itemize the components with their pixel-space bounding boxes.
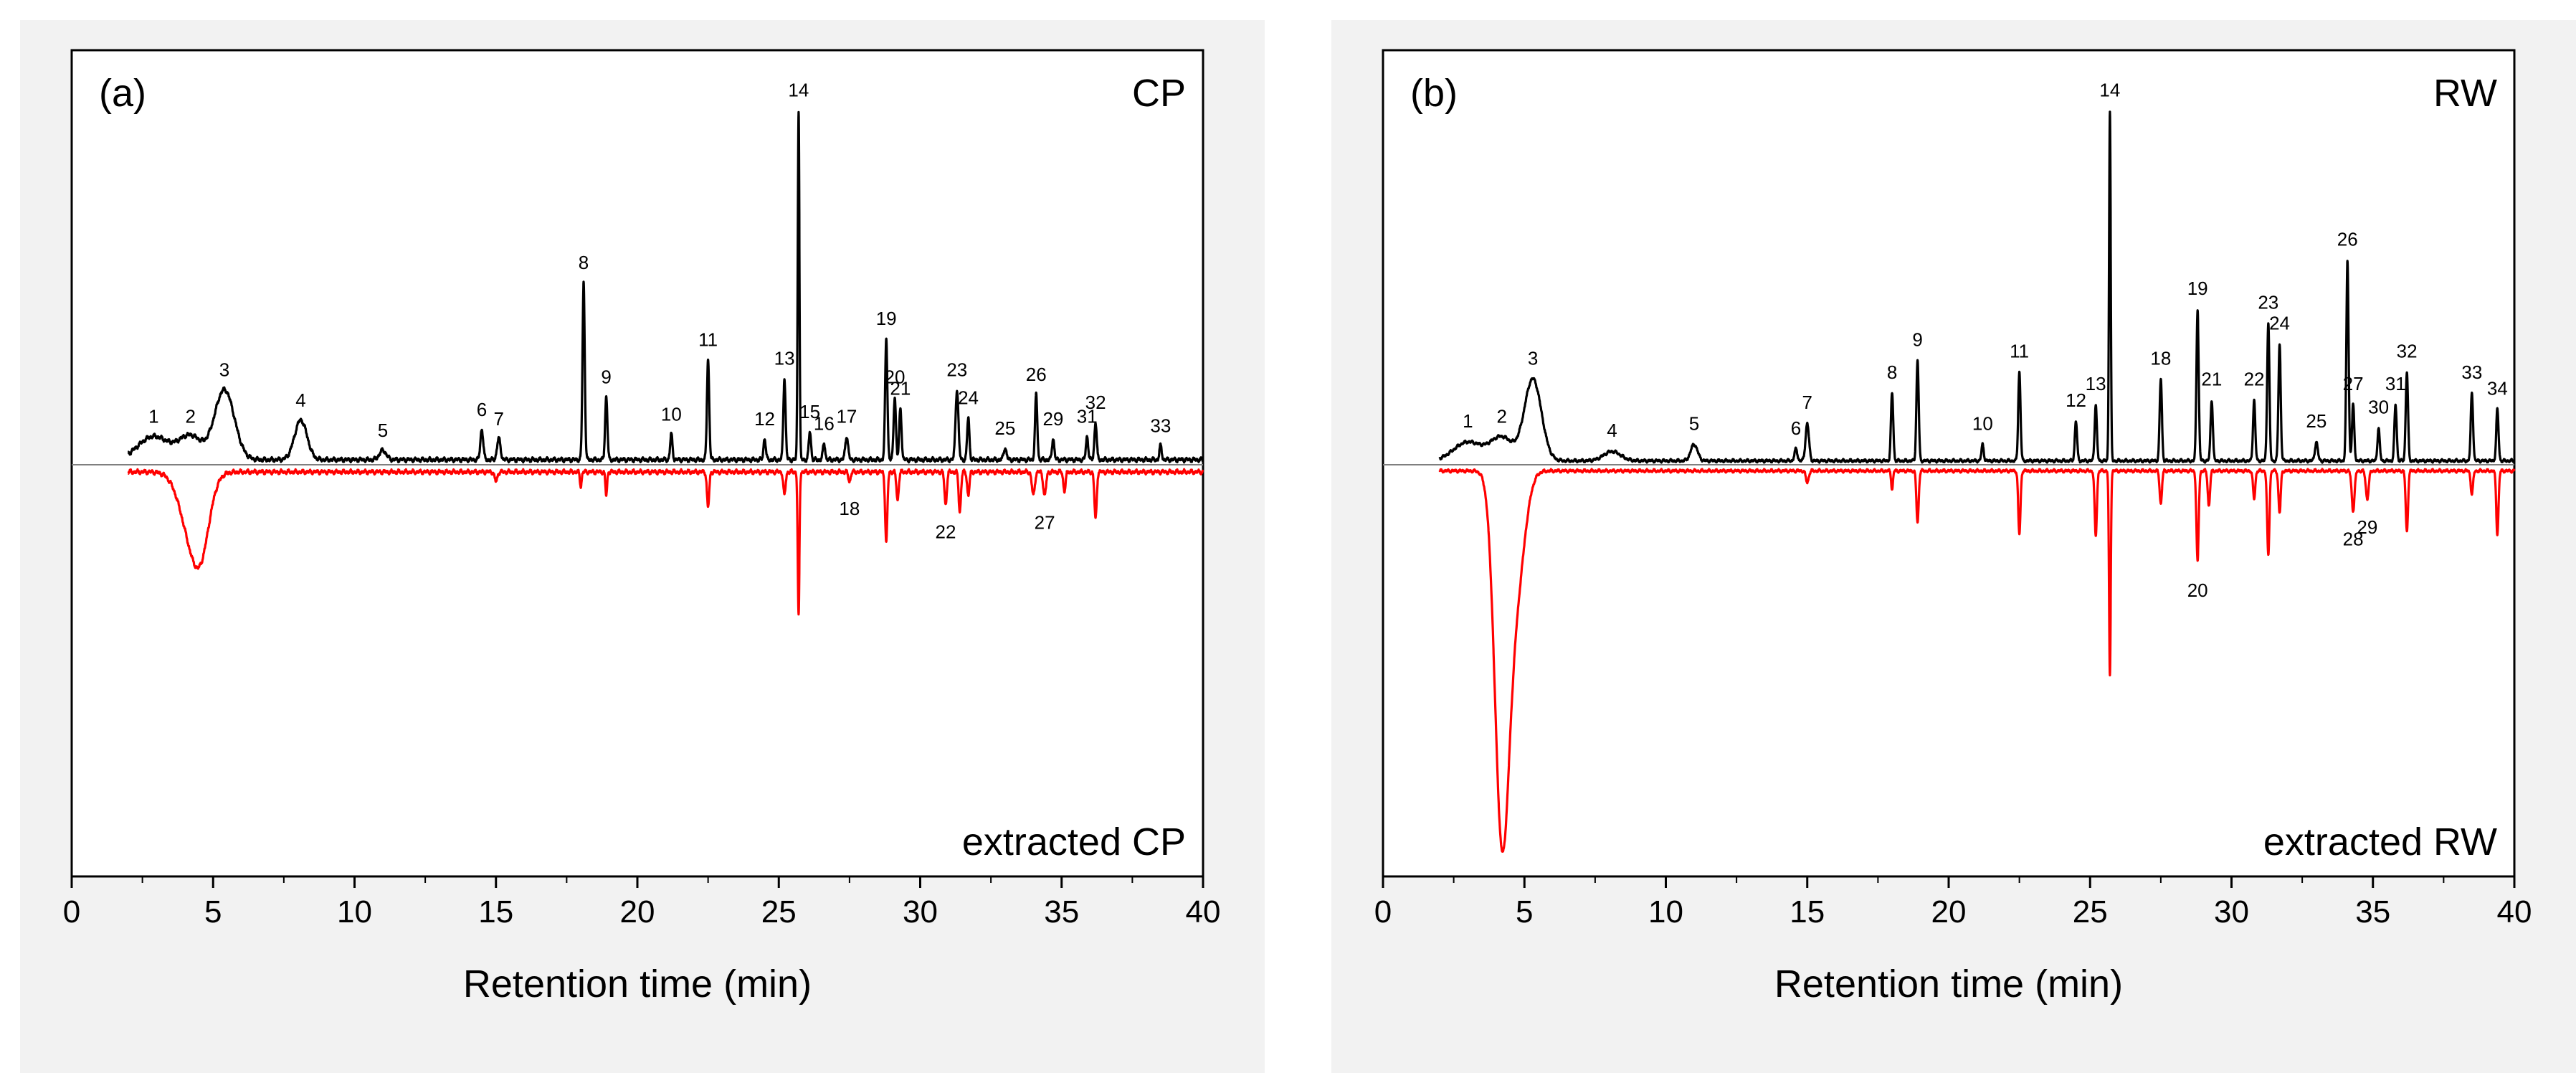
sample-peak-label: 21 xyxy=(2201,369,2222,390)
sample-peak-label: 1 xyxy=(148,406,158,427)
extracted-label: extracted RW xyxy=(2263,820,2497,864)
sample-peak-label: 8 xyxy=(1887,361,1897,383)
plot-frame xyxy=(70,49,1204,878)
x-tick-label: 10 xyxy=(1648,894,1683,929)
sample-peak-label: 6 xyxy=(1791,417,1801,439)
sample-peak-label: 31 xyxy=(2385,373,2406,394)
sample-peak-label: 4 xyxy=(1607,420,1617,441)
sample-peak-label: 26 xyxy=(1026,364,1047,385)
x-tick-label: 10 xyxy=(337,894,372,929)
x-tick-label: 40 xyxy=(1186,894,1221,929)
sample-peak-label: 16 xyxy=(814,412,835,434)
sample-peak-label: 17 xyxy=(836,406,857,427)
sample-trace xyxy=(1438,110,2516,464)
sample-peak-label: 7 xyxy=(1802,392,1812,413)
sample-trace xyxy=(127,110,1204,464)
extracted-peak-label: 20 xyxy=(2187,580,2208,601)
extracted-trace xyxy=(1438,468,2516,853)
sample-peak-label: 10 xyxy=(1972,412,1993,434)
sample-peak-label: 2 xyxy=(185,406,195,427)
sample-peak-label: 9 xyxy=(601,366,611,387)
sample-peak-label: 27 xyxy=(2343,373,2364,394)
sample-peak-label: 23 xyxy=(2258,291,2278,313)
sample-peak-label: 11 xyxy=(2010,341,2029,362)
x-tick-label: 35 xyxy=(2355,894,2390,929)
sample-peak-label: 32 xyxy=(2397,341,2418,362)
sample-peak-label: 4 xyxy=(295,389,305,411)
sample-peak-label: 6 xyxy=(477,399,487,420)
sample-peak-label: 3 xyxy=(1528,347,1538,369)
sample-peak-label: 25 xyxy=(994,417,1015,439)
sample-peak-label: 2 xyxy=(1496,406,1506,427)
sample-peak-label: 33 xyxy=(2461,361,2482,383)
x-tick-label: 0 xyxy=(63,894,80,929)
sample-peak-label: 19 xyxy=(2187,278,2208,299)
sample-peak-label: 7 xyxy=(493,408,503,430)
sample-peak-label: 11 xyxy=(698,328,718,350)
sample-peak-label: 21 xyxy=(890,378,911,399)
x-tick-label: 25 xyxy=(2073,894,2108,929)
x-tick-label: 40 xyxy=(2497,894,2532,929)
extracted-peak-label: 22 xyxy=(936,521,956,543)
plot-frame xyxy=(1382,49,2516,878)
sample-peak-label: 19 xyxy=(876,308,897,329)
sample-label: RW xyxy=(2433,72,2497,115)
x-tick-label: 0 xyxy=(1374,894,1392,929)
sample-peak-label: 14 xyxy=(2099,80,2120,101)
sample-peak-label: 30 xyxy=(2368,397,2389,418)
sample-peak-label: 25 xyxy=(2306,410,2327,432)
sample-peak-label: 32 xyxy=(1085,392,1106,413)
x-tick-label: 5 xyxy=(1516,894,1533,929)
extracted-peak-label: 28 xyxy=(2343,528,2364,549)
sample-peak-label: 18 xyxy=(2150,347,2171,369)
sample-peak-label: 10 xyxy=(661,403,682,425)
x-tick-label: 5 xyxy=(204,894,222,929)
x-tick-label: 25 xyxy=(761,894,797,929)
sample-peak-label: 12 xyxy=(2066,389,2086,411)
x-axis-title: Retention time (min) xyxy=(1774,962,2123,1006)
extracted-trace xyxy=(127,468,1204,616)
x-axis-title: Retention time (min) xyxy=(463,962,812,1006)
sample-peak-label: 13 xyxy=(774,347,795,369)
sample-peak-label: 20 xyxy=(885,366,906,387)
sample-peak-label: 3 xyxy=(219,359,229,381)
extracted-peak-label: 27 xyxy=(1035,512,1055,534)
extracted-peak-label: 29 xyxy=(2357,516,2377,538)
sample-peak-label: 22 xyxy=(2244,369,2265,390)
sample-peak-label: 5 xyxy=(1689,412,1699,434)
x-tick-label: 35 xyxy=(1044,894,1079,929)
x-tick-label: 15 xyxy=(478,894,513,929)
sample-peak-label: 1 xyxy=(1463,410,1473,432)
x-tick-label: 30 xyxy=(903,894,938,929)
panel-label: (a) xyxy=(99,72,146,115)
sample-peak-label: 29 xyxy=(1042,408,1063,430)
sample-peak-label: 15 xyxy=(799,401,820,422)
sample-peak-label: 14 xyxy=(788,80,809,101)
sample-peak-label: 9 xyxy=(1912,328,1922,350)
x-tick-label: 30 xyxy=(2214,894,2249,929)
x-tick-label: 20 xyxy=(1931,894,1967,929)
sample-peak-label: 23 xyxy=(946,359,967,381)
x-tick-label: 15 xyxy=(1790,894,1825,929)
sample-peak-label: 5 xyxy=(378,420,388,441)
sample-peak-label: 26 xyxy=(2337,229,2358,250)
x-tick-label: 20 xyxy=(620,894,655,929)
sample-peak-label: 12 xyxy=(754,408,775,430)
sample-peak-label: 13 xyxy=(2086,373,2106,394)
sample-peak-label: 33 xyxy=(1150,415,1171,437)
sample-peak-label: 34 xyxy=(2487,378,2508,399)
sample-peak-label: 24 xyxy=(958,387,979,409)
panel-label: (b) xyxy=(1410,72,1458,115)
sample-peak-label: 31 xyxy=(1077,406,1098,427)
extracted-label: extracted CP xyxy=(962,820,1186,864)
extracted-peak-label: 18 xyxy=(839,498,860,519)
sample-label: CP xyxy=(1132,72,1186,115)
sample-peak-label: 24 xyxy=(2269,313,2290,334)
sample-peak-label: 8 xyxy=(579,252,589,273)
